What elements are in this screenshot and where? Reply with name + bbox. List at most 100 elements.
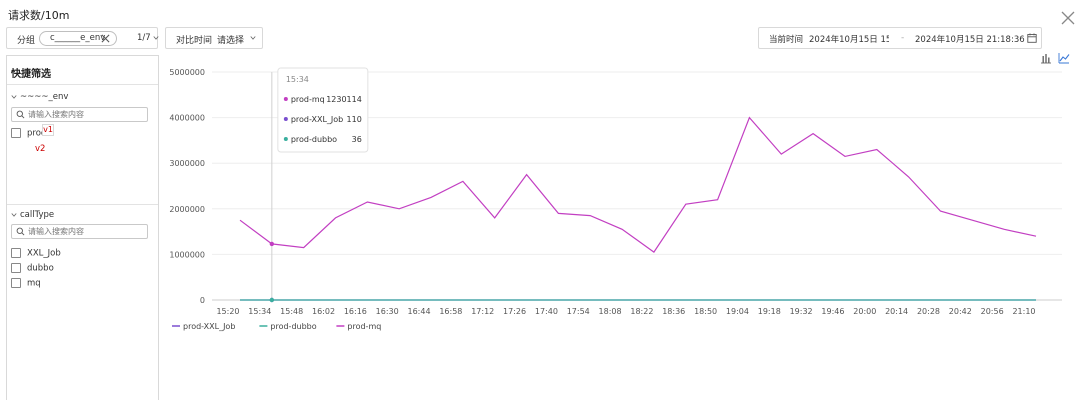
checkbox-xxl-job[interactable]: XXL_Job — [11, 248, 61, 260]
group-count: 1/7 — [137, 33, 151, 43]
checkbox[interactable] — [11, 278, 21, 288]
y-tick-label: 4000000 — [169, 114, 205, 123]
checkbox-mq[interactable]: mq — [11, 278, 41, 290]
legend-item[interactable]: prod-dubbo — [270, 322, 316, 331]
x-tick-label: 20:28 — [917, 307, 940, 316]
legend-item[interactable]: prod-XXL_Job — [183, 322, 235, 331]
compare-label: 对比时间 — [176, 36, 213, 46]
group-tag-label: c______e_env — [50, 33, 106, 43]
x-tick-label: 21:10 — [1012, 307, 1035, 316]
x-tick-label: 18:50 — [694, 307, 717, 316]
chart-svg: 5000000 4000000 3000000 2000000 1000000 0 15:2… — [169, 67, 1062, 331]
page-title: 请求数/10m — [8, 9, 70, 22]
hover-point-prod-mq — [269, 241, 275, 247]
chevron-down-icon — [11, 94, 17, 99]
compare-time-selector[interactable]: 对比时间 请选择 — [165, 27, 263, 49]
env-search[interactable] — [11, 107, 148, 122]
bar-chart-icon[interactable] — [1040, 52, 1052, 64]
close-icon[interactable] — [1060, 10, 1076, 26]
calltype-search[interactable] — [11, 224, 148, 239]
tooltip-card — [277, 67, 369, 153]
y-tick-label: 2000000 — [169, 205, 205, 214]
panel-title: 快捷筛选 — [11, 69, 51, 80]
section-env-label: ~~~~_env — [20, 92, 69, 102]
tooltip-series-name: prod-XXL_Job — [291, 115, 343, 124]
section-calltype-header[interactable]: callType — [11, 210, 54, 220]
group-label: 分组 — [17, 36, 36, 46]
x-tick-label: 19:18 — [758, 307, 781, 316]
chevron-down-icon — [153, 36, 159, 40]
x-tick-label: 15:34 — [248, 307, 271, 316]
tooltip-series-name: prod-mq — [291, 95, 325, 104]
checkbox-prod[interactable]: prod — [11, 128, 46, 140]
divider — [7, 84, 158, 85]
checkbox-dubbo[interactable]: dubbo — [11, 263, 54, 275]
chevron-down-icon — [11, 212, 17, 217]
x-tick-label: 17:40 — [535, 307, 558, 316]
calltype-search-input[interactable] — [28, 225, 146, 238]
x-tick-label: 17:12 — [471, 307, 494, 316]
checkbox[interactable] — [11, 263, 21, 273]
checkbox-label: XXL_Job — [27, 248, 61, 259]
x-tick-label: 19:32 — [790, 307, 813, 316]
x-tick-label: 16:16 — [344, 307, 367, 316]
x-tick-label: 16:02 — [312, 307, 335, 316]
calendar-icon[interactable] — [1027, 33, 1037, 43]
hover-tag: v1 — [42, 124, 54, 136]
x-tick-label: 19:04 — [726, 307, 749, 316]
x-tick-label: 16:30 — [376, 307, 399, 316]
chevron-down-icon — [250, 36, 256, 40]
checkbox[interactable] — [11, 248, 21, 258]
divider — [7, 204, 158, 205]
x-tick-label: 15:48 — [280, 307, 303, 316]
tooltip-time: 15:34 — [286, 75, 309, 84]
x-tick-label: 18:36 — [662, 307, 685, 316]
x-tick-label: 19:46 — [821, 307, 844, 316]
tooltip-dot — [283, 137, 288, 141]
series-line-prod-mq — [239, 116, 1037, 253]
tooltip-series-name: prod-dubbo — [291, 135, 337, 144]
group-tag: c______e_env — [39, 31, 117, 46]
tooltip-value: 1230114 — [326, 95, 362, 104]
y-tick-label: 3000000 — [169, 159, 205, 168]
line-chart-icon[interactable] — [1058, 52, 1070, 64]
y-tick-label: 0 — [200, 296, 205, 305]
x-tick-label: 18:08 — [599, 307, 622, 316]
section-env-header[interactable]: ~~~~_env — [11, 92, 68, 102]
time-label: 当前时间 — [769, 35, 804, 45]
compare-select: 请选择 — [217, 36, 245, 46]
x-tick-label: 20:14 — [885, 307, 908, 316]
env-search-input[interactable] — [28, 108, 146, 121]
annotation-note: v2 — [35, 144, 46, 154]
tooltip-dot — [283, 117, 288, 121]
tooltip-value: 110 — [347, 115, 362, 124]
tooltip-dot — [283, 97, 288, 101]
time-range-picker[interactable]: 当前时间 2024年10月15日 15:1( - 2024年10月15日 21:… — [758, 27, 1042, 49]
tooltip-value: 36 — [352, 135, 362, 144]
hover-point-prod-dubbo — [269, 297, 275, 303]
close-icon[interactable] — [101, 34, 110, 43]
quick-filter-panel: 快捷筛选 ~~~~_env prod v1 v2 callType XXL_Jo… — [6, 55, 159, 400]
line-chart[interactable]: 5000000 4000000 3000000 2000000 1000000 0 15:2… — [160, 60, 1080, 400]
time-start[interactable]: 2024年10月15日 15:1( — [809, 35, 889, 45]
group-selector[interactable]: 分组 c______e_env 1/7 — [6, 27, 159, 49]
y-tick-label: 1000000 — [169, 250, 205, 259]
x-tick-label: 18:22 — [630, 307, 653, 316]
x-tick-label: 16:44 — [408, 307, 431, 316]
search-icon — [16, 110, 25, 119]
checkbox[interactable] — [11, 128, 21, 138]
legend-item[interactable]: prod-mq — [347, 322, 381, 331]
x-tick-label: 20:00 — [853, 307, 876, 316]
checkbox-label: prod — [27, 128, 47, 139]
x-tick-label: 20:42 — [949, 307, 972, 316]
x-tick-label: 17:26 — [503, 307, 526, 316]
y-tick-label: 5000000 — [169, 68, 205, 77]
x-tick-label: 15:20 — [216, 307, 239, 316]
section-calltype-label: callType — [20, 210, 55, 220]
x-tick-label: 20:56 — [981, 307, 1004, 316]
time-end[interactable]: 2024年10月15日 21:18:36 — [915, 35, 1025, 45]
search-icon — [16, 227, 25, 236]
x-tick-label: 16:58 — [439, 307, 462, 316]
checkbox-label: dubbo — [27, 263, 54, 274]
chart-tooltip: 15:34 prod-mq 1230114 prod-XXL_Job 110 prod-d… — [277, 67, 369, 153]
